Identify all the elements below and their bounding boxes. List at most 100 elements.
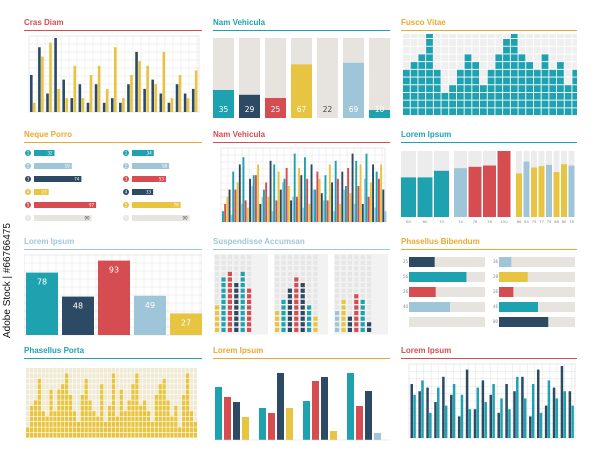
block [127, 422, 131, 427]
block [354, 271, 359, 276]
bar [347, 373, 354, 440]
block [154, 400, 158, 406]
bar [239, 94, 260, 118]
block [166, 411, 170, 416]
block [76, 389, 80, 395]
block [154, 373, 158, 379]
panel-lorem-ipsum-4: Lorem Ipsum [401, 346, 577, 446]
bar [538, 166, 545, 217]
data-label: 97 [89, 203, 95, 208]
block [123, 432, 127, 438]
block [57, 400, 61, 406]
block [426, 46, 433, 54]
bullet-label: 2 [125, 164, 128, 169]
block [307, 322, 312, 327]
block [154, 411, 158, 416]
block [215, 316, 220, 321]
block [65, 416, 69, 422]
chart-p11 [213, 373, 390, 441]
block [100, 378, 104, 384]
bar [484, 402, 487, 438]
bar [38, 47, 41, 112]
block [313, 305, 318, 310]
block [174, 389, 178, 395]
data-label: 93 [109, 266, 119, 275]
bullet [123, 163, 129, 169]
block [107, 432, 112, 438]
block [84, 432, 88, 438]
block [104, 422, 108, 427]
block [441, 46, 449, 54]
block [193, 384, 197, 389]
bar [261, 196, 264, 222]
bar [552, 387, 556, 438]
block [26, 427, 30, 433]
block [131, 405, 135, 411]
block [221, 271, 226, 276]
block [162, 422, 166, 427]
block [166, 368, 170, 373]
block [33, 427, 38, 433]
block [247, 283, 252, 288]
block [182, 368, 186, 373]
block [403, 39, 410, 46]
block [294, 288, 299, 293]
block [193, 400, 197, 406]
block [247, 277, 252, 282]
block [313, 327, 318, 332]
block [433, 34, 441, 39]
block [533, 62, 541, 69]
block [45, 405, 49, 411]
block [441, 100, 449, 108]
block [240, 322, 245, 327]
block [495, 46, 503, 54]
block [100, 384, 104, 389]
block [96, 373, 100, 379]
block [88, 395, 92, 400]
block [354, 288, 359, 293]
block [107, 405, 112, 411]
block [131, 400, 135, 406]
block [29, 427, 34, 433]
bar [132, 189, 154, 195]
bar [277, 373, 284, 440]
block [456, 62, 464, 69]
panel-nam-vehicula-1: Nam Vehicula 35 29 25 67 22 69 10 [213, 18, 390, 118]
bar [367, 196, 370, 222]
panel-title: Cras Diam [24, 18, 64, 27]
block [158, 395, 162, 400]
bar [401, 177, 416, 217]
block [572, 69, 577, 77]
panel-title: Suspendisse Accumsan [213, 237, 305, 246]
block [541, 85, 549, 92]
block [104, 416, 108, 422]
bar [476, 387, 480, 438]
block [367, 327, 372, 332]
panel-suspendisse-accumsan: Suspendisse Accumsan [213, 237, 390, 337]
block [96, 427, 100, 433]
block [360, 266, 365, 271]
bar [132, 150, 154, 156]
block [221, 277, 226, 282]
bar [73, 65, 77, 112]
block [281, 277, 286, 282]
block [441, 77, 449, 85]
block [92, 422, 96, 427]
block [162, 416, 166, 422]
block [182, 422, 186, 427]
block [189, 389, 194, 395]
block [215, 311, 220, 316]
block [150, 400, 155, 406]
bar [251, 186, 254, 222]
block [80, 422, 84, 427]
block [88, 411, 92, 416]
block [65, 373, 69, 379]
block [341, 260, 346, 265]
block [65, 395, 69, 400]
bar [234, 189, 237, 222]
block [275, 322, 280, 327]
block [72, 432, 77, 438]
bar [242, 157, 245, 222]
block [221, 322, 226, 327]
block [347, 316, 352, 321]
